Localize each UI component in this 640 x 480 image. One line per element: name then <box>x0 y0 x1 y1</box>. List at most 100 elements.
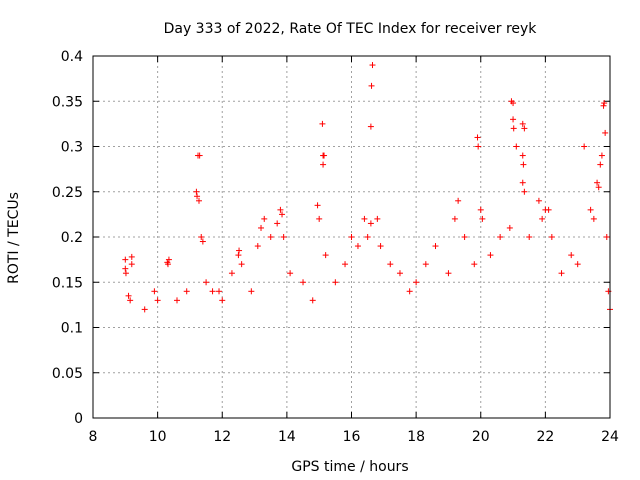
x-tick-label: 8 <box>89 429 98 445</box>
data-point <box>369 62 376 69</box>
data-point <box>510 100 517 107</box>
data-point <box>506 224 513 231</box>
data-point <box>445 270 452 277</box>
y-axis-label: ROTI / TECUs <box>6 192 22 284</box>
data-point <box>510 125 517 132</box>
data-point <box>479 215 486 222</box>
data-point <box>521 125 528 132</box>
data-point <box>320 161 327 168</box>
y-tick-label: 0.4 <box>61 49 83 65</box>
data-point <box>267 234 274 240</box>
data-point <box>595 184 602 191</box>
data-point <box>141 306 148 313</box>
y-tick-label: 0.35 <box>52 94 83 110</box>
data-point <box>587 206 594 213</box>
x-axis-label: GPS time / hours <box>291 459 408 475</box>
data-point <box>127 297 134 304</box>
data-point <box>475 143 482 150</box>
data-point <box>277 206 284 213</box>
data-point <box>521 188 528 195</box>
data-point <box>368 82 375 89</box>
data-point <box>193 188 200 195</box>
data-point <box>151 288 158 295</box>
x-tick-label: 20 <box>472 429 490 445</box>
data-point <box>348 234 355 240</box>
data-point <box>574 261 581 268</box>
data-point <box>314 202 321 209</box>
data-point <box>122 265 129 272</box>
data-point <box>165 256 172 263</box>
data-point <box>487 252 494 259</box>
data-point <box>406 288 413 295</box>
data-point <box>279 211 286 218</box>
data-point <box>422 261 429 268</box>
x-tick-label: 22 <box>536 429 554 445</box>
data-point <box>128 253 135 260</box>
x-tick-label: 14 <box>278 429 296 445</box>
data-point <box>367 123 374 130</box>
data-point <box>235 252 242 259</box>
data-point <box>321 152 328 159</box>
data-point <box>228 270 235 277</box>
data-point <box>174 297 181 304</box>
data-point <box>497 234 504 240</box>
y-tick-label: 0.1 <box>61 321 83 337</box>
data-point <box>287 270 294 277</box>
data-point <box>183 288 190 295</box>
y-tick-label: 0 <box>74 411 83 427</box>
data-point <box>387 261 394 268</box>
data-point <box>361 215 368 222</box>
data-point <box>548 234 555 240</box>
x-tick-label: 10 <box>149 429 167 445</box>
data-point <box>258 224 265 231</box>
data-point <box>510 116 517 123</box>
data-point <box>477 206 484 213</box>
data-point <box>216 288 223 295</box>
data-point <box>198 234 205 240</box>
data-point <box>600 102 607 109</box>
data-point <box>125 292 132 299</box>
data-point <box>194 193 201 200</box>
y-tick-label: 0.05 <box>52 366 83 382</box>
data-point <box>280 234 287 240</box>
plot-frame <box>92 55 611 419</box>
data-point <box>558 270 565 277</box>
data-point <box>598 152 605 159</box>
axis-ticks: 8 10 12 14 16 18 20 22 24 0 0.05 0.1 0.15 0.2 0.25 0.3 0… <box>52 49 619 445</box>
y-tick-label: 0.3 <box>61 140 83 156</box>
data-point <box>332 279 339 286</box>
data-point <box>526 234 533 240</box>
x-tick-label: 16 <box>343 429 361 445</box>
data-point <box>196 152 203 159</box>
data-point <box>568 252 575 259</box>
data-point <box>367 220 374 227</box>
data-point <box>461 234 468 240</box>
data-point <box>238 261 245 268</box>
y-tick-label: 0.25 <box>52 185 83 201</box>
data-point <box>274 220 281 227</box>
y-tick-label: 0.15 <box>52 275 83 291</box>
data-point <box>520 161 527 168</box>
data-point <box>322 252 329 259</box>
data-point <box>451 215 458 222</box>
data-point <box>432 243 439 250</box>
data-point <box>122 256 129 263</box>
data-point <box>219 297 226 304</box>
data-point <box>128 261 135 268</box>
data-point <box>364 234 371 240</box>
data-point <box>597 161 604 168</box>
data-point <box>513 143 520 150</box>
data-point <box>545 206 552 213</box>
data-point <box>164 261 171 268</box>
data-point <box>519 120 526 127</box>
data-point <box>300 279 307 286</box>
data-point <box>248 288 255 295</box>
data-point <box>309 297 316 304</box>
data-points <box>122 62 613 313</box>
data-point <box>236 247 243 254</box>
data-point <box>209 288 216 295</box>
data-point <box>455 197 462 204</box>
data-point <box>316 215 323 222</box>
